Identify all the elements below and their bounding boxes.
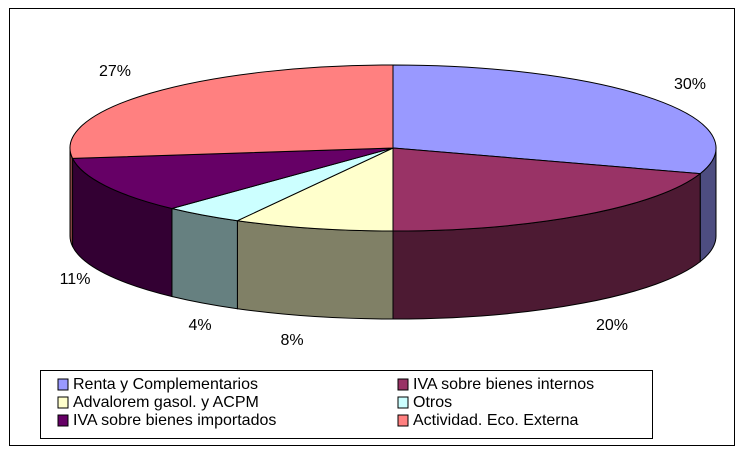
legend-swatch <box>397 396 409 409</box>
legend-box <box>40 370 653 439</box>
pie-slice <box>235 147 394 232</box>
legend-label: Renta y Complementarios <box>73 376 258 393</box>
legend-label: IVA sobre bienes internos <box>413 376 594 393</box>
pie-slice <box>392 147 702 232</box>
legend-swatch <box>57 396 69 409</box>
legend-label: Otros <box>413 394 452 411</box>
pie-side <box>171 207 238 310</box>
legend-swatch <box>57 378 69 391</box>
legend-swatch <box>57 414 69 427</box>
pie-slice <box>69 64 394 159</box>
legend-swatch <box>397 414 409 427</box>
pie-slice <box>71 147 394 210</box>
data-label: 4% <box>188 317 211 334</box>
legend-label: IVA sobre bienes importados <box>73 412 276 429</box>
data-label: 27% <box>99 63 131 80</box>
pie-side <box>69 147 74 247</box>
pie-side <box>236 220 394 320</box>
data-label: 20% <box>596 317 628 334</box>
legend-label: Advalorem gasol. y ACPM <box>73 394 259 411</box>
data-label: 8% <box>280 332 303 349</box>
data-label: 30% <box>674 76 706 93</box>
data-label: 11% <box>60 271 91 288</box>
legend-label: Actividad. Eco. Externa <box>413 412 579 429</box>
legend-swatch <box>397 378 409 391</box>
pie-slice <box>392 64 717 175</box>
